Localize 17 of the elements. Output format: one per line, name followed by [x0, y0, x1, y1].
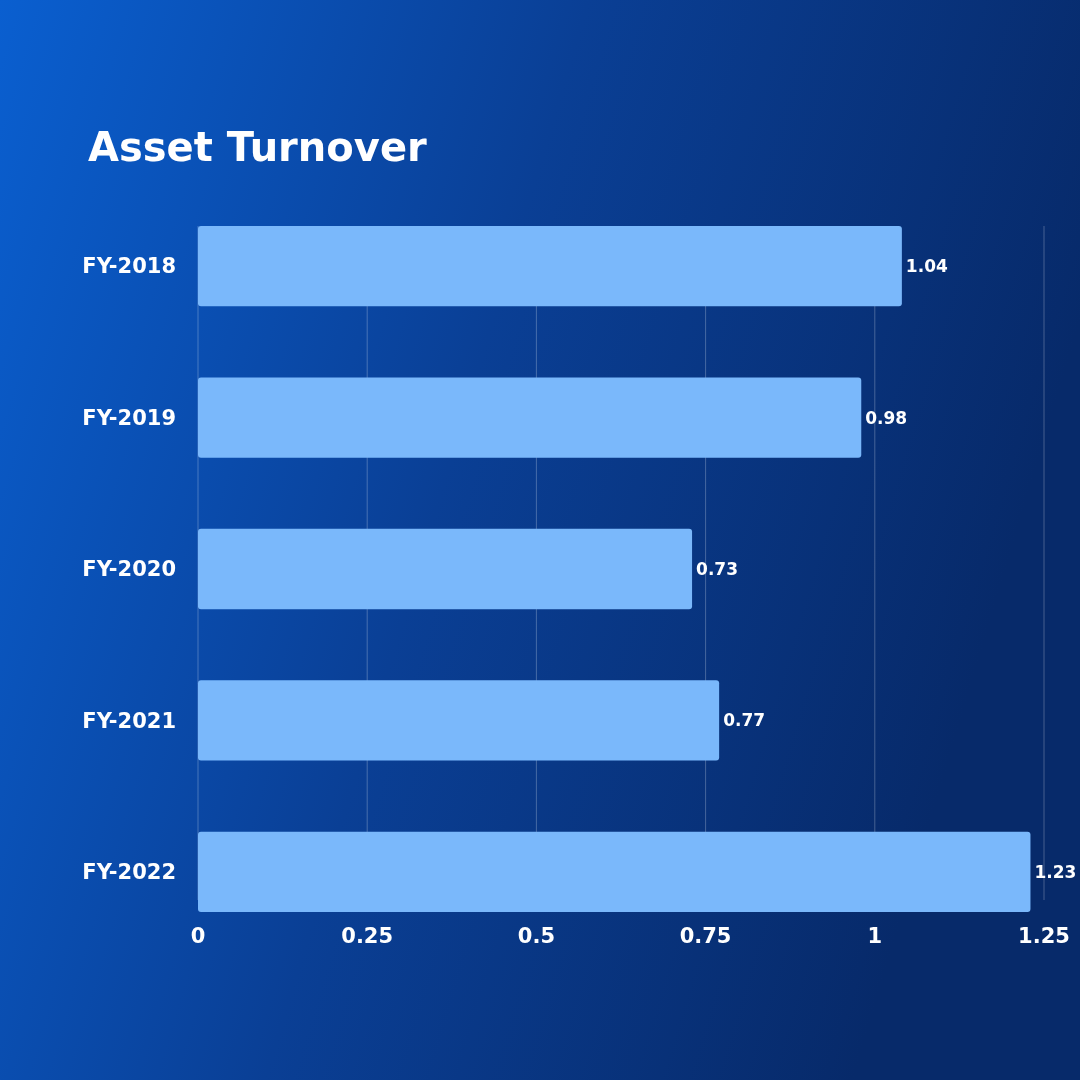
x-tick-label: 0.25 — [341, 924, 394, 949]
y-tick-label: FY-2021 — [82, 708, 176, 733]
x-tick-label: 0.75 — [679, 924, 732, 949]
y-tick-label: FY-2022 — [82, 860, 176, 885]
x-tick-label: 0.5 — [517, 924, 555, 949]
x-tick-label: 1 — [867, 924, 883, 949]
x-tick-label: 0 — [190, 924, 206, 949]
chart-title: Asset Turnover — [88, 124, 427, 170]
data-label: 1.23 — [1034, 861, 1077, 882]
data-label: 0.98 — [865, 407, 908, 428]
data-label: 0.73 — [696, 558, 739, 579]
data-label: 1.04 — [905, 256, 948, 277]
y-tick-label: FY-2020 — [82, 557, 176, 582]
data-label: 0.77 — [723, 710, 766, 731]
x-tick-label: 1.25 — [1018, 924, 1070, 949]
y-tick-label: FY-2019 — [82, 405, 176, 430]
y-tick-label: FY-2018 — [82, 254, 176, 279]
